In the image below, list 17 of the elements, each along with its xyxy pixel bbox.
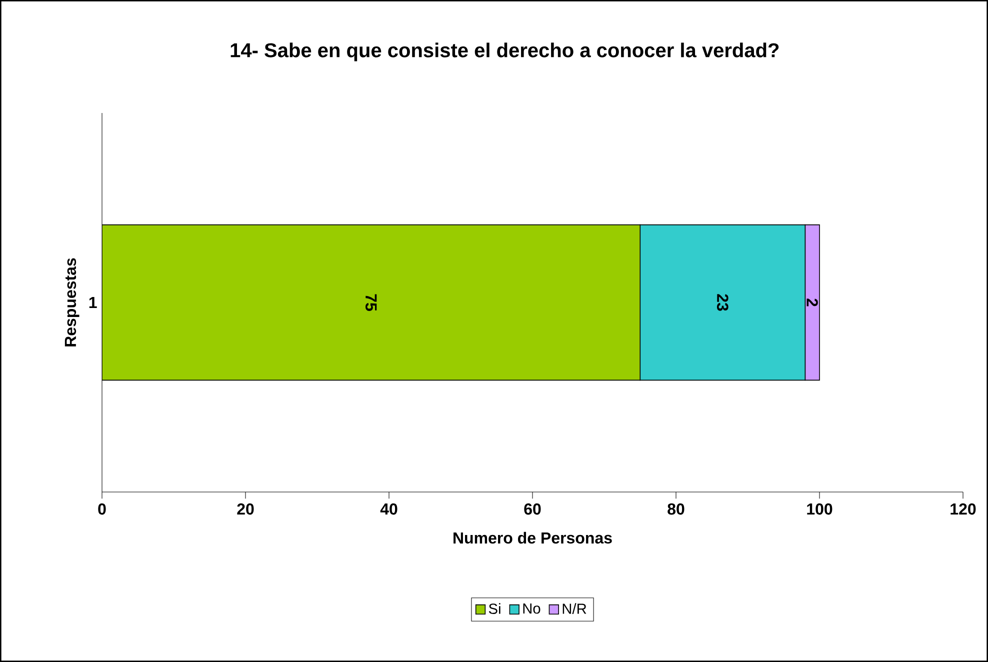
x-tick-label: 20 bbox=[237, 503, 254, 515]
x-tick-label: 40 bbox=[380, 503, 398, 515]
data-label: 23 bbox=[716, 294, 728, 311]
chart-title: 14- Sabe en que consiste el derecho a conocer la verdad? bbox=[230, 42, 779, 62]
x-tick-label: 0 bbox=[98, 503, 106, 515]
x-tick-label: 60 bbox=[524, 503, 541, 515]
legend-label: Si bbox=[488, 603, 500, 614]
x-tick-label: 120 bbox=[950, 503, 976, 515]
y-tick-label: 1 bbox=[89, 297, 97, 308]
data-label: 2 bbox=[806, 298, 818, 306]
x-tick-label: 100 bbox=[807, 503, 832, 515]
x-tick-label: 80 bbox=[668, 503, 684, 515]
data-label: 75 bbox=[365, 294, 377, 311]
x-axis-title: Numero de Personas bbox=[454, 532, 612, 544]
y-axis-title: Respuestas bbox=[64, 258, 80, 346]
legend-label: N/R bbox=[562, 603, 586, 614]
legend-label: No bbox=[523, 603, 540, 614]
